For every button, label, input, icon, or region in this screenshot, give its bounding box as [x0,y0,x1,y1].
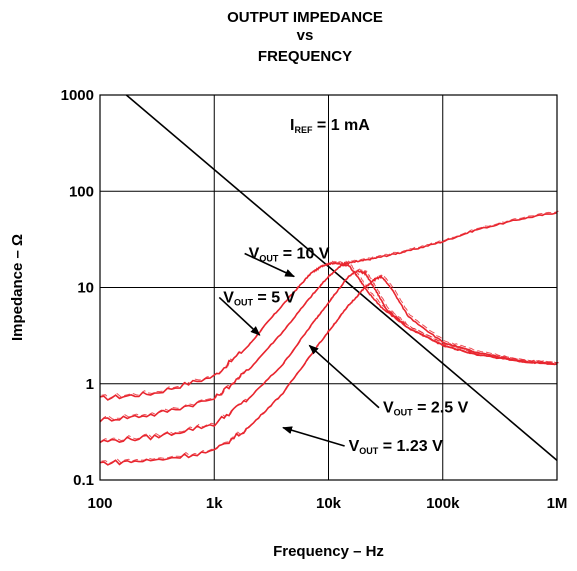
series-line-trace [101,268,559,442]
x-tick-label: 100 [87,495,112,512]
reference-line [125,94,558,461]
condition-label: IREF = 1 mA [290,117,370,135]
series-label: VOUT = 10 V [249,246,330,264]
y-tick-label: 100 [69,183,94,200]
x-tick-label: 1M [547,495,568,512]
tick-labels: 100 1k 10k 100k 1M 0.1 1 10 100 1000 [61,87,568,512]
annotation-arrow [218,296,261,336]
series-label: VOUT = 1.23 V [349,438,443,456]
reference-line-group [125,94,558,461]
x-tick-label: 1k [206,495,223,512]
series-label: VOUT = 5 V [223,289,295,307]
y-tick-label: 10 [77,280,94,297]
plot-frame [99,94,558,481]
y-tick-label: 1000 [61,87,94,104]
annotation-arrow [244,252,296,278]
annotation-arrow [308,344,380,409]
series-line-trace [101,273,559,464]
series-label: VOUT = 2.5 V [383,400,469,418]
grid [99,94,558,481]
series-line-trace [101,262,559,421]
title-line: vs [297,27,314,44]
y-tick-label: 1 [86,376,94,393]
title-line: OUTPUT IMPEDANCE [227,9,383,26]
x-tick-label: 100k [426,495,460,512]
annotation-arrow [282,426,345,447]
series-group [99,210,559,466]
annotations: IREF = 1 mA VOUT = 10 V VOUT = 5 V VOUT = 2… [218,117,469,456]
x-axis-label: Frequency – Hz [273,543,384,560]
y-tick-label: 0.1 [73,472,94,489]
y-axis-label: Impedance – Ω [9,234,26,341]
title-line: FREQUENCY [258,48,352,65]
series-line-trace [101,210,559,400]
x-tick-label: 10k [316,495,342,512]
